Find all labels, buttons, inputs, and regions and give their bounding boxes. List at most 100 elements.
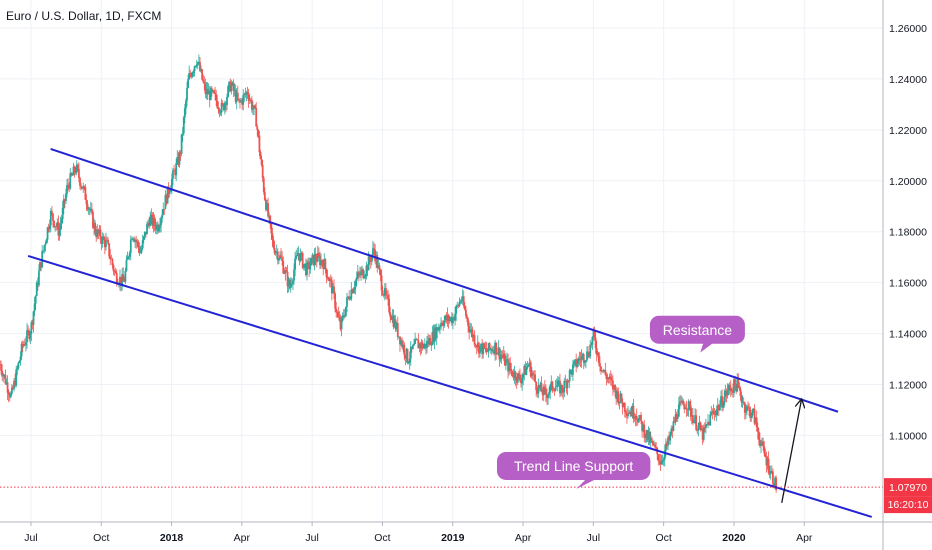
candle-body [604, 370, 607, 375]
y-tick-label: 1.22000 [889, 125, 927, 137]
candle-body [189, 73, 192, 75]
candle-body [669, 434, 672, 441]
candle-body [724, 390, 727, 397]
candle-body [216, 100, 219, 108]
candle-body [473, 335, 476, 345]
candle-body [529, 362, 532, 377]
candle-body [766, 458, 769, 466]
candle-body [365, 265, 368, 276]
candle-body [657, 454, 660, 461]
candle-body [282, 260, 285, 273]
candle-body [440, 322, 442, 327]
candle-body [267, 203, 269, 217]
candle-body [733, 379, 735, 393]
candle-body [388, 298, 391, 313]
candle-body [510, 368, 513, 371]
candle-body [616, 391, 619, 399]
candle-body [207, 90, 210, 95]
candle-body [320, 260, 322, 266]
candle-body [621, 402, 624, 408]
candle-body [624, 411, 627, 414]
candle-body [168, 191, 171, 194]
candle-body [447, 315, 450, 322]
candle-body [372, 248, 374, 255]
candle-body [66, 184, 68, 194]
candle-body [201, 69, 204, 80]
candle-body [548, 392, 551, 395]
candle-body [635, 415, 638, 420]
candle-body [353, 287, 356, 290]
candle-body [145, 231, 147, 235]
candle-body [460, 300, 463, 302]
candle-body [619, 393, 622, 402]
candle-body [231, 82, 234, 85]
candle-body [156, 224, 159, 232]
candle-body [680, 401, 682, 403]
candle-body [6, 382, 9, 393]
candle-body [578, 358, 581, 360]
candle-body [241, 100, 244, 105]
candle-body [415, 339, 418, 340]
candle-body [133, 238, 135, 242]
candle-body [89, 208, 92, 211]
candle-body [159, 225, 161, 228]
candle-body [302, 263, 305, 268]
candle-body [677, 404, 680, 417]
candle-body [31, 322, 34, 325]
candle-body [44, 243, 47, 246]
candle-body [702, 427, 705, 440]
candle-body [276, 251, 279, 261]
candle-body [200, 69, 202, 71]
candle-body [486, 351, 489, 353]
candle-body [28, 330, 31, 339]
candle-body [428, 338, 431, 345]
candle-body [204, 83, 207, 94]
candle-body [673, 421, 676, 423]
candle-body [110, 258, 113, 260]
candle-body [543, 386, 546, 389]
candle-body [539, 383, 542, 389]
candle-body [661, 460, 664, 462]
candle-body [62, 199, 65, 208]
candle-body [258, 135, 261, 153]
candle-body [541, 392, 544, 396]
candle-body [466, 315, 468, 319]
candle-body [243, 93, 246, 96]
candle-body [270, 223, 273, 234]
candle-body [419, 343, 422, 349]
candle-body [587, 351, 589, 358]
candle-body [577, 358, 580, 364]
candle-body [257, 129, 260, 136]
candle-body [143, 231, 146, 237]
candle-body [538, 385, 541, 389]
candle-body [603, 370, 606, 372]
candle-body [229, 81, 232, 92]
candle-body [655, 447, 658, 449]
candle-body [230, 84, 233, 92]
candle-body [296, 255, 299, 257]
candle-body [337, 312, 340, 317]
candle-body [390, 316, 393, 320]
candle-body [408, 358, 411, 363]
candle-body [432, 331, 435, 343]
candle-body [581, 354, 584, 357]
candle-body [167, 186, 170, 194]
candle-body [715, 409, 718, 416]
candle-body [197, 61, 200, 63]
candle-body [260, 159, 263, 165]
candle-body [524, 365, 527, 375]
candle-body [701, 428, 704, 440]
candle-body [759, 439, 761, 446]
candle-body [476, 342, 479, 348]
candle-body [763, 446, 766, 454]
candle-body [640, 414, 642, 422]
candle-body [492, 350, 494, 352]
candle-body [467, 318, 469, 326]
candle-body [547, 394, 549, 399]
candle-body [420, 342, 423, 349]
candle-body [22, 344, 25, 346]
candle-body [544, 388, 547, 395]
y-tick-label: 1.14000 [889, 329, 927, 341]
candle-body [359, 273, 361, 276]
